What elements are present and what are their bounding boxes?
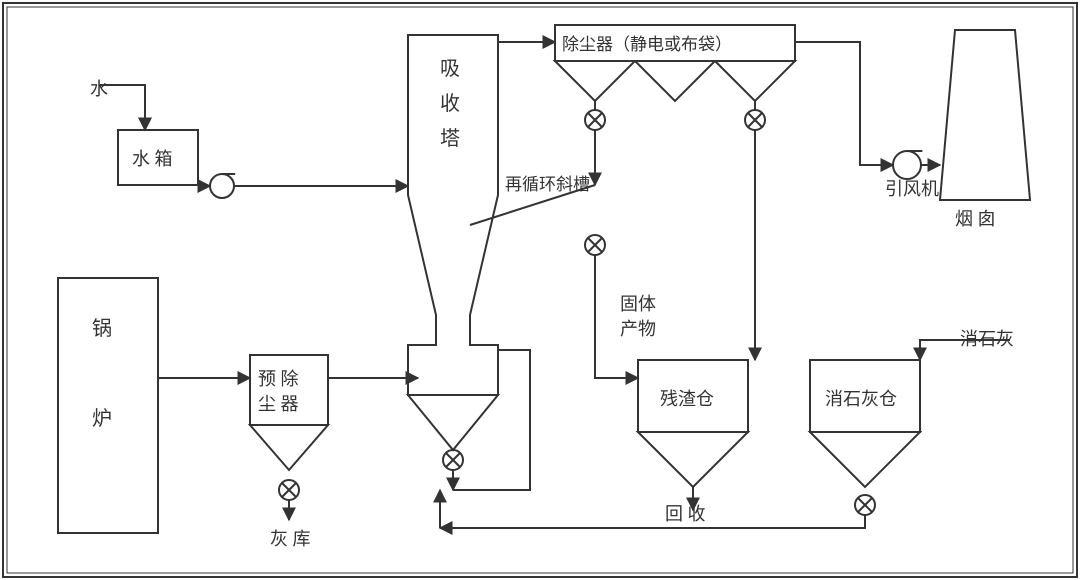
dc-hopper-2 [635, 61, 715, 101]
chimney: 烟 囱 [955, 209, 996, 229]
water_tank: 水 箱 [132, 149, 173, 169]
absorber_3: 塔 [440, 127, 460, 150]
boiler-box [58, 278, 158, 533]
absorber_1: 吸 [440, 58, 460, 80]
absorber-tower [408, 35, 498, 395]
residue-hopper [638, 432, 748, 487]
flow-lime-to-loop [440, 515, 865, 528]
product: 产物 [620, 319, 656, 339]
dc-hopper-3 [715, 61, 795, 101]
fan: 引风机 [885, 179, 939, 199]
pre-dust-hopper [250, 425, 328, 470]
frame-outer [3, 3, 1077, 577]
pre_dust2: 尘 器 [258, 394, 299, 414]
recirc: 再循环斜槽 [505, 175, 590, 194]
pump-0 [210, 174, 234, 198]
recycle: 回 收 [665, 504, 706, 524]
pre-dust-box [250, 355, 328, 425]
solid: 固体 [620, 294, 656, 314]
lime_in: 消石灰 [960, 329, 1014, 349]
pump-1 [893, 151, 921, 179]
frame-inner [7, 7, 1073, 573]
dc-hopper-1 [555, 61, 635, 101]
ash_store: 灰 库 [270, 529, 311, 549]
absorber-hopper [408, 395, 498, 450]
dust_collector: 除尘器（静电或布袋） [562, 35, 732, 54]
boiler_bot: 炉 [92, 407, 112, 430]
flow-solid-down [595, 255, 638, 378]
water: 水 [90, 79, 108, 99]
lime-hopper [810, 432, 920, 487]
boiler_top: 锅 [92, 317, 112, 340]
pre_dust: 预 除 [258, 369, 299, 389]
lime_bin: 消石灰仓 [825, 389, 897, 409]
flow-dc-to-fan [795, 42, 893, 165]
residue: 残渣仓 [660, 389, 714, 409]
absorber_2: 收 [440, 92, 460, 115]
chimney [940, 30, 1030, 200]
flow-abs-mid-h [453, 350, 530, 490]
